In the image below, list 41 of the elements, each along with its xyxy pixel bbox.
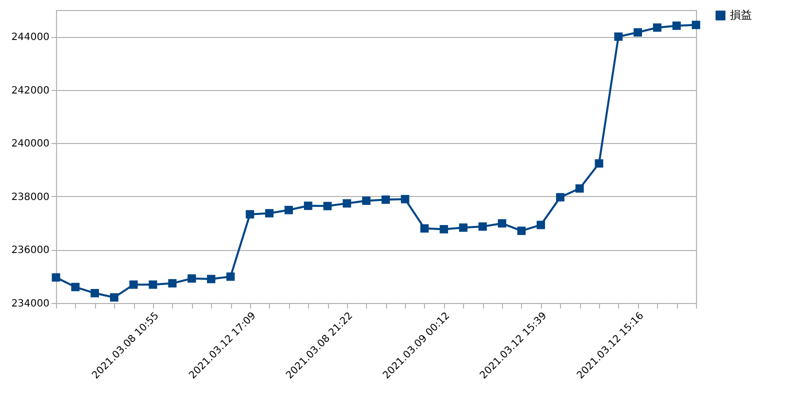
point [110, 293, 118, 302]
point [517, 226, 526, 235]
point [342, 199, 352, 208]
y-tick-label: 242000 [11, 85, 50, 96]
point [498, 219, 506, 228]
point [90, 288, 99, 298]
point [536, 220, 546, 230]
point [246, 210, 254, 218]
point [692, 20, 700, 30]
point [362, 196, 370, 205]
point [206, 274, 216, 284]
point [594, 159, 604, 168]
point [653, 23, 662, 32]
point [459, 223, 468, 232]
point [400, 194, 410, 204]
point [304, 202, 312, 210]
y-tick-label: 238000 [11, 192, 50, 203]
point [52, 273, 60, 282]
point [614, 32, 623, 41]
point [71, 282, 80, 292]
legend-label: 損益 [730, 8, 752, 22]
point [226, 272, 235, 281]
point [634, 28, 642, 37]
point [148, 280, 158, 289]
point [575, 184, 584, 193]
point [168, 279, 177, 288]
point [323, 202, 332, 210]
y-tick-label: 244000 [11, 32, 50, 44]
point [188, 274, 196, 283]
point [478, 222, 487, 231]
point [440, 225, 448, 234]
y-tick-label: 240000 [11, 138, 50, 150]
point [420, 224, 429, 233]
point [382, 195, 390, 204]
point [284, 206, 293, 214]
y-tick-label: 234000 [11, 298, 50, 310]
point [129, 280, 138, 289]
point [265, 209, 274, 218]
point [672, 22, 681, 30]
y-tick-label: 236000 [11, 245, 50, 256]
point [556, 193, 564, 202]
